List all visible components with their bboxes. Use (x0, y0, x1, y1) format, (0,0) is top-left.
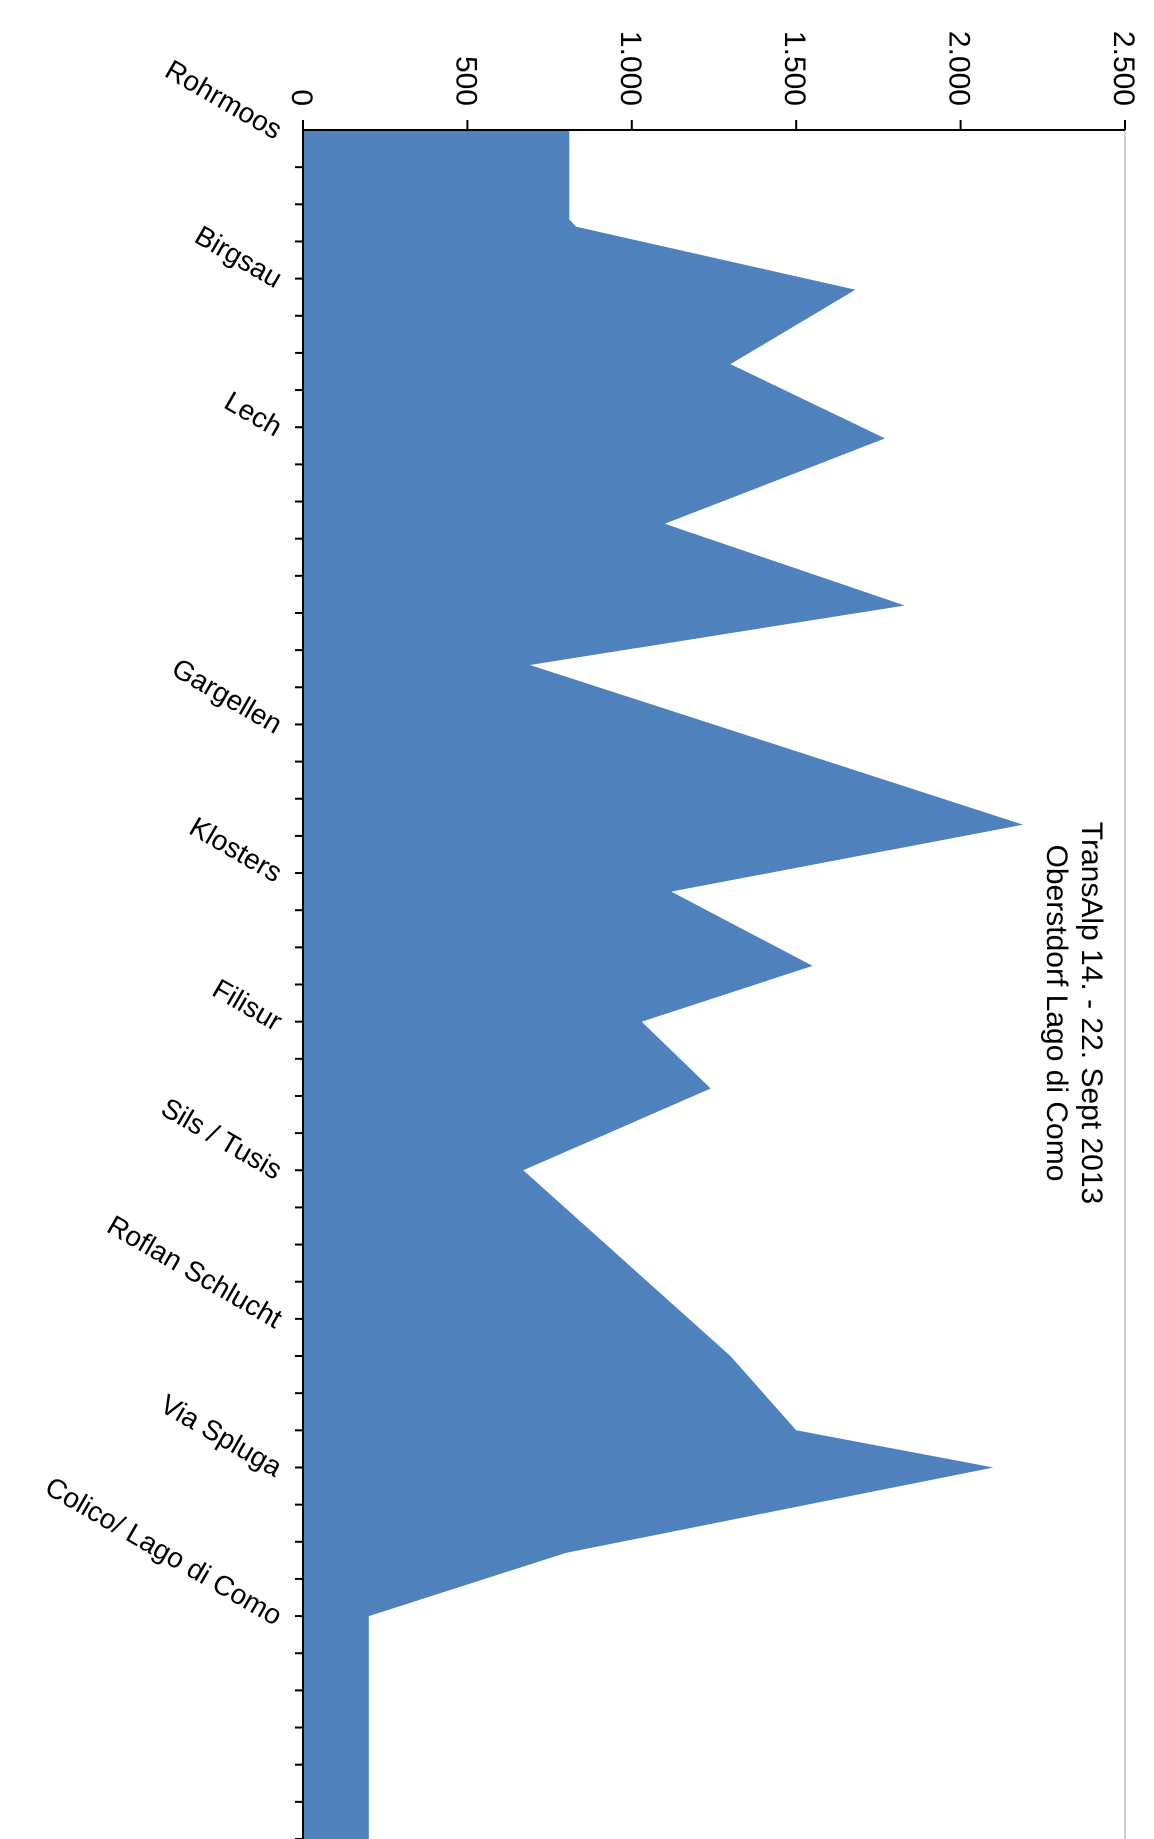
value-tick-label: 2.500 (1107, 31, 1140, 106)
category-label: Birgsau (190, 219, 288, 293)
axes (295, 120, 1126, 1839)
category-label: Sils / Tusis (156, 1092, 287, 1186)
category-label: Via Spluga (155, 1388, 288, 1483)
category-label: Roflan Schlucht (102, 1209, 288, 1334)
value-tick-label: 500 (449, 56, 482, 106)
plot-area (303, 130, 1024, 1839)
category-label: Colico/ Lago di Como (40, 1471, 287, 1632)
category-label: Klosters (184, 811, 287, 888)
category-label: Gargellen (167, 652, 288, 740)
value-tick-label: 1.000 (614, 31, 647, 106)
category-label: Filisur (207, 973, 287, 1037)
category-label: Lech (219, 385, 287, 442)
value-tick-label: 1.500 (778, 31, 811, 106)
value-tick-label: 2.000 (943, 31, 976, 106)
value-tick-label: 0 (285, 89, 318, 106)
category-label: Rohrmoos (160, 54, 287, 145)
elevation-area-series (303, 130, 1024, 1839)
chart-title: TransAlp 14. - 22. Sept 2013 Oberstdorf … (1040, 822, 1108, 1204)
chart-title-line-2: Oberstdorf Lago di Como (1040, 845, 1073, 1182)
chart-title-line-1: TransAlp 14. - 22. Sept 2013 (1075, 822, 1108, 1204)
